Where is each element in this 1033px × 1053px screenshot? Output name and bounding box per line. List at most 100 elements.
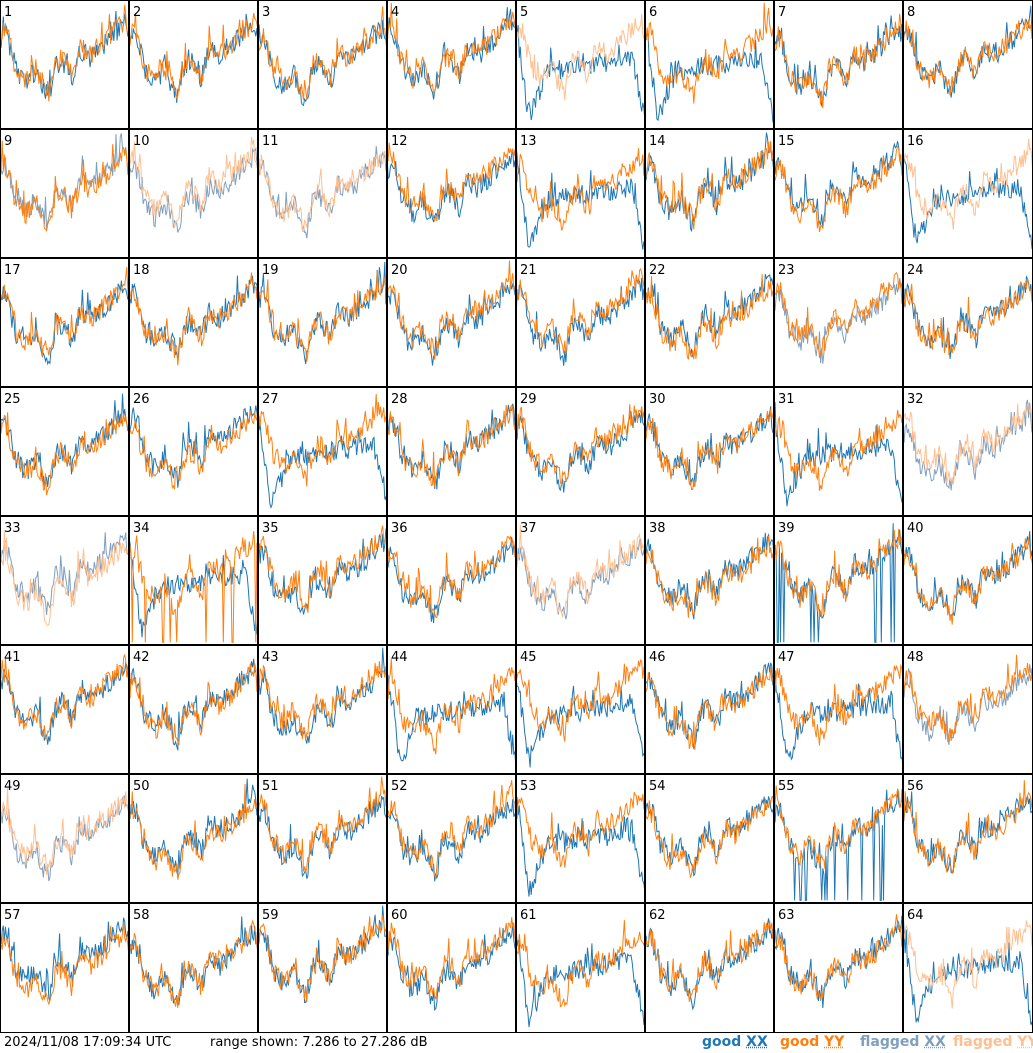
panel-16-label: 16 — [907, 134, 924, 149]
panel-35-yy-line — [258, 526, 387, 613]
legend-flagged-yy-pol: YY — [1017, 1034, 1033, 1050]
panel-6: 6 — [645, 1, 774, 129]
panel-29-yy-line — [516, 404, 645, 485]
panel-13-xx-line — [516, 146, 645, 249]
panel-35-label: 35 — [262, 521, 279, 536]
panel-33-label: 33 — [4, 521, 21, 536]
panel-40: 40 — [903, 517, 1033, 645]
panel-39: 39 — [774, 517, 903, 645]
panel-28-label: 28 — [391, 392, 408, 407]
panel-1-label: 1 — [4, 5, 12, 20]
panel-47-label: 47 — [778, 650, 795, 665]
panel-45: 45 — [516, 646, 645, 774]
panel-55-label: 55 — [778, 779, 795, 794]
panel-31-yy-line — [774, 410, 903, 491]
panel-42: 42 — [129, 646, 258, 774]
panel-28: 28 — [387, 388, 516, 516]
panel-58-label: 58 — [133, 908, 150, 923]
panel-52-yy-line — [387, 780, 516, 878]
panel-18-xx-line — [129, 276, 258, 361]
panel-49-xx-line — [0, 795, 129, 881]
panel-41: 41 — [0, 646, 129, 774]
panel-10-label: 10 — [133, 134, 150, 149]
panel-19: 19 — [258, 259, 387, 387]
range-label: range shown: 7.286 to 27.286 dB — [210, 1035, 428, 1050]
panel-40-xx-line — [903, 531, 1033, 616]
panel-18-label: 18 — [133, 263, 150, 278]
panel-63-yy-line — [774, 914, 903, 1000]
panel-25: 25 — [0, 388, 129, 516]
legend-good-yy: good YY — [780, 1034, 844, 1050]
panel-38-label: 38 — [649, 521, 666, 536]
panel-4-yy-line — [387, 3, 516, 94]
panel-34: 34 — [129, 517, 258, 645]
panel-64-xx-line — [903, 906, 1033, 1032]
panel-31-label: 31 — [778, 392, 795, 407]
panel-33-yy-line — [0, 530, 129, 626]
panel-17-yy-line — [0, 267, 129, 356]
panel-23-xx-line — [774, 278, 903, 364]
panel-49-yy-line — [0, 788, 129, 875]
panel-33: 33 — [0, 517, 129, 645]
panel-8-xx-line — [903, 6, 1033, 98]
legend-flagged-xx: flagged XX — [860, 1034, 946, 1050]
panel-15-label: 15 — [778, 134, 795, 149]
panel-55: 55 — [774, 775, 903, 903]
panel-8-frame — [904, 1, 1033, 129]
panel-3: 3 — [258, 1, 387, 129]
panel-44-label: 44 — [391, 650, 408, 665]
panel-64: 64 — [903, 904, 1033, 1033]
panel-30: 30 — [645, 388, 774, 516]
panel-50: 50 — [129, 775, 258, 903]
panel-54-label: 54 — [649, 779, 666, 794]
panel-11: 11 — [258, 130, 387, 258]
panel-59-yy-line — [258, 915, 387, 1002]
panel-51-label: 51 — [262, 779, 279, 794]
panel-44: 44 — [387, 646, 516, 774]
panel-7-yy-line — [774, 14, 903, 109]
panel-14-yy-line — [645, 141, 774, 230]
panel-24-label: 24 — [907, 263, 924, 278]
panel-30-xx-line — [645, 406, 774, 486]
panel-45-label: 45 — [520, 650, 537, 665]
panel-57-label: 57 — [4, 908, 21, 923]
panel-56: 56 — [903, 775, 1033, 903]
panel-62-label: 62 — [649, 908, 666, 923]
panel-21-label: 21 — [520, 263, 537, 278]
panel-18-yy-line — [129, 272, 258, 366]
panel-34-label: 34 — [133, 521, 150, 536]
panel-18: 18 — [129, 259, 258, 387]
panel-42-label: 42 — [133, 650, 150, 665]
panel-60-label: 60 — [391, 908, 408, 923]
panel-21-yy-line — [516, 269, 645, 354]
panel-16-yy-line — [903, 139, 1033, 230]
panel-54: 54 — [645, 775, 774, 903]
panel-19-yy-line — [258, 271, 387, 362]
panel-16: 16 — [903, 130, 1033, 258]
legend-flagged-yy-word: flagged — [953, 1034, 1012, 1050]
panel-11-yy-line — [258, 151, 387, 232]
panel-9-label: 9 — [4, 134, 12, 149]
panel-41-yy-line — [0, 654, 129, 738]
panel-25-label: 25 — [4, 392, 21, 407]
panel-27-yy-line — [258, 394, 387, 487]
panel-23-label: 23 — [778, 263, 795, 278]
panel-21: 21 — [516, 259, 645, 387]
panel-7: 7 — [774, 1, 903, 129]
panel-12-label: 12 — [391, 134, 408, 149]
panel-28-xx-line — [387, 404, 516, 490]
panel-36-yy-line — [387, 536, 516, 617]
panel-53-label: 53 — [520, 779, 537, 794]
panel-15-yy-line — [774, 147, 903, 232]
panel-14-label: 14 — [649, 134, 666, 149]
panel-3-label: 3 — [262, 5, 270, 20]
panel-62-yy-line — [645, 921, 774, 1002]
panel-13-label: 13 — [520, 134, 537, 149]
panel-31-xx-line — [774, 403, 903, 506]
panel-49-label: 49 — [4, 779, 21, 794]
panel-29-label: 29 — [520, 392, 537, 407]
panel-53-xx-line — [516, 797, 645, 896]
panel-27-label: 27 — [262, 392, 279, 407]
panel-8-label: 8 — [907, 5, 915, 20]
